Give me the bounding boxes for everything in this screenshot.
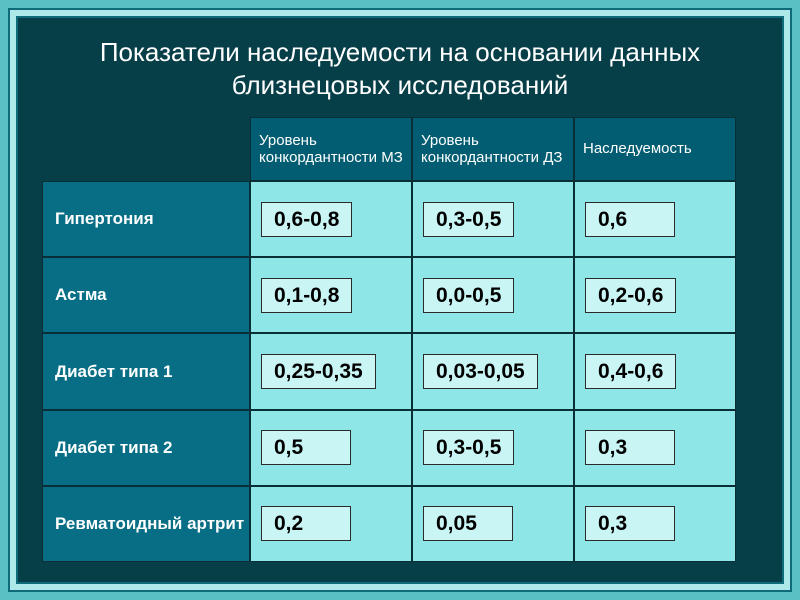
cell-value: 0,05 (423, 506, 513, 541)
outer-border: Показатели наследуемости на основании да… (8, 8, 792, 592)
cell-value: 0,4-0,6 (585, 354, 676, 389)
row-label: Гипертония (42, 181, 250, 257)
cell-mz: 0,2 (250, 486, 412, 562)
row-label: Астма (42, 257, 250, 333)
cell-value: 0,6-0,8 (261, 202, 352, 237)
slide-title: Показатели наследуемости на основании да… (42, 36, 758, 101)
slide-background: Показатели наследуемости на основании да… (0, 0, 800, 600)
cell-value: 0,3 (585, 506, 675, 541)
cell-mz: 0,25-0,35 (250, 333, 412, 409)
cell-mz: 0,6-0,8 (250, 181, 412, 257)
cell-dz: 0,03-0,05 (412, 333, 574, 409)
heritability-table: Уровень конкордантности МЗ Уровень конко… (42, 117, 758, 562)
cell-value: 0,2 (261, 506, 351, 541)
cell-mz: 0,1-0,8 (250, 257, 412, 333)
cell-heritability: 0,6 (574, 181, 736, 257)
cell-value: 0,5 (261, 430, 351, 465)
content-panel: Показатели наследуемости на основании да… (16, 16, 784, 584)
cell-value: 0,6 (585, 202, 675, 237)
cell-value: 0,25-0,35 (261, 354, 376, 389)
cell-value: 0,3-0,5 (423, 430, 514, 465)
cell-dz: 0,05 (412, 486, 574, 562)
cell-mz: 0,5 (250, 410, 412, 486)
row-label: Ревматоидный артрит (42, 486, 250, 562)
cell-heritability: 0,4-0,6 (574, 333, 736, 409)
cell-dz: 0,3-0,5 (412, 410, 574, 486)
cell-value: 0,1-0,8 (261, 278, 352, 313)
cell-heritability: 0,2-0,6 (574, 257, 736, 333)
cell-heritability: 0,3 (574, 486, 736, 562)
table-row: Ревматоидный артрит 0,2 0,05 0,3 (42, 486, 758, 562)
cell-value: 0,3-0,5 (423, 202, 514, 237)
table-header-row: Уровень конкордантности МЗ Уровень конко… (42, 117, 758, 181)
column-header-dz: Уровень конкордантности ДЗ (412, 117, 574, 181)
cell-value: 0,2-0,6 (585, 278, 676, 313)
cell-dz: 0,3-0,5 (412, 181, 574, 257)
table-row: Диабет типа 1 0,25-0,35 0,03-0,05 0,4-0,… (42, 333, 758, 409)
row-label: Диабет типа 2 (42, 410, 250, 486)
table-row: Гипертония 0,6-0,8 0,3-0,5 0,6 (42, 181, 758, 257)
table-row: Астма 0,1-0,8 0,0-0,5 0,2-0,6 (42, 257, 758, 333)
row-label: Диабет типа 1 (42, 333, 250, 409)
cell-dz: 0,0-0,5 (412, 257, 574, 333)
column-header-heritability: Наследуемость (574, 117, 736, 181)
header-spacer (42, 117, 250, 181)
cell-value: 0,03-0,05 (423, 354, 538, 389)
table-row: Диабет типа 2 0,5 0,3-0,5 0,3 (42, 410, 758, 486)
cell-value: 0,3 (585, 430, 675, 465)
cell-value: 0,0-0,5 (423, 278, 514, 313)
column-header-mz: Уровень конкордантности МЗ (250, 117, 412, 181)
cell-heritability: 0,3 (574, 410, 736, 486)
